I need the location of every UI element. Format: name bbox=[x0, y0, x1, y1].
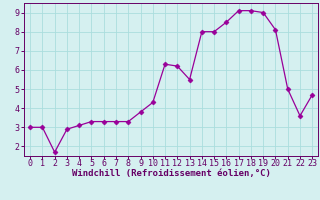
X-axis label: Windchill (Refroidissement éolien,°C): Windchill (Refroidissement éolien,°C) bbox=[72, 169, 271, 178]
